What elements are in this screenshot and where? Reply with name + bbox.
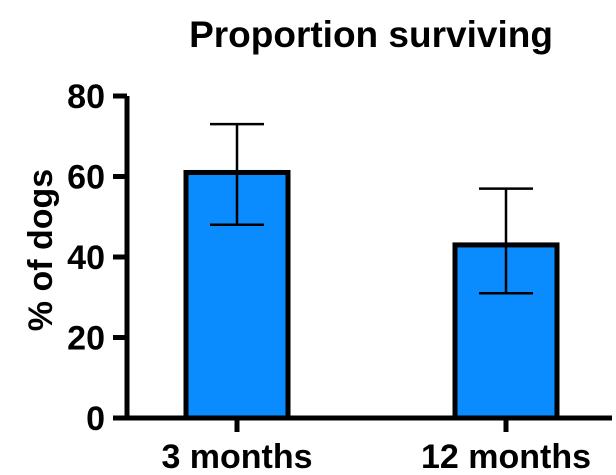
y-axis-title: % of dogs <box>22 169 60 331</box>
y-tick-label-3: 60 <box>67 159 105 197</box>
plot-area: 0 20 40 60 80 3 months 12 months <box>67 78 612 475</box>
y-tick-label-1: 20 <box>67 320 105 358</box>
x-tick-label-1: 12 months <box>421 438 591 475</box>
y-tick-label-4: 80 <box>67 78 105 116</box>
y-tick-label-0: 0 <box>86 400 105 438</box>
chart-title: Proportion surviving <box>189 14 553 55</box>
y-tick-label-2: 40 <box>67 239 105 277</box>
x-tick-label-0: 3 months <box>161 438 312 475</box>
